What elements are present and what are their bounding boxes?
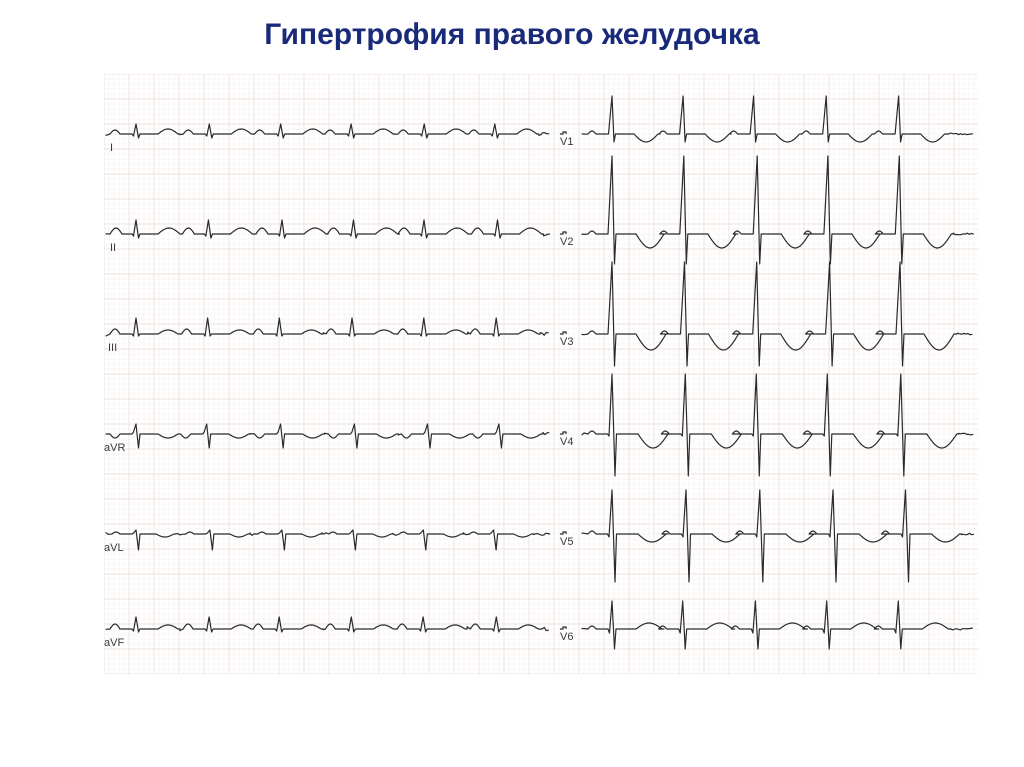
lead-label-aVR: aVR — [104, 442, 125, 454]
lead-label-III: III — [108, 342, 117, 354]
lead-label-aVF: aVF — [104, 637, 124, 649]
ecg-strip: I V1 II V2 III V3 aVR V4 aVL V5 aVF V6 — [104, 74, 978, 674]
lead-label-V3: V3 — [560, 336, 573, 348]
lead-label-II: II — [110, 242, 116, 254]
lead-label-aVL: aVL — [104, 542, 124, 554]
lead-label-V2: V2 — [560, 236, 573, 248]
lead-label-V1: V1 — [560, 136, 573, 148]
lead-label-V5: V5 — [560, 536, 573, 548]
lead-label-I: I — [110, 142, 113, 154]
ecg-traces — [104, 74, 978, 674]
lead-label-V6: V6 — [560, 631, 573, 643]
page-title: Гипертрофия правого желудочка — [0, 0, 1024, 52]
lead-label-V4: V4 — [560, 436, 573, 448]
